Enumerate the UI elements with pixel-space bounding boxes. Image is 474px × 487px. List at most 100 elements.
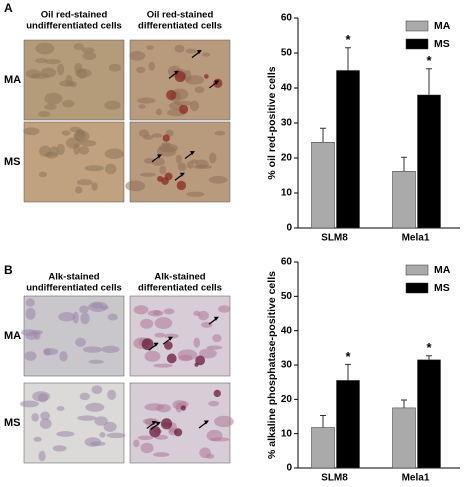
cell <box>158 143 178 153</box>
cell <box>34 331 41 340</box>
cell <box>62 99 75 108</box>
cell <box>185 75 204 85</box>
cell <box>185 48 197 54</box>
cell <box>199 348 217 359</box>
cell <box>107 389 117 400</box>
cell <box>79 305 89 314</box>
x-tick-label: SLM8 <box>321 473 348 484</box>
cell <box>37 393 49 403</box>
error-bar <box>320 127 326 143</box>
x-tick-label: Mela1 <box>402 233 430 244</box>
cell <box>125 180 146 192</box>
legend-label: MA <box>434 20 451 32</box>
stain <box>160 418 173 430</box>
cell <box>76 179 93 186</box>
cell <box>39 418 52 429</box>
stain <box>204 74 209 79</box>
cell <box>74 130 86 141</box>
stain <box>176 180 187 191</box>
cell <box>84 165 104 172</box>
arrow-head <box>213 316 219 321</box>
cell <box>140 318 154 329</box>
cell <box>40 411 51 421</box>
cell <box>193 337 201 348</box>
error-bar <box>320 414 326 428</box>
cell <box>38 171 48 178</box>
cell <box>40 67 57 78</box>
cell <box>94 416 108 426</box>
cell <box>106 432 126 439</box>
cell <box>38 450 46 462</box>
y-tick-label: 10 <box>281 428 293 439</box>
y-axis-label: % oil red-positive cells <box>266 66 278 179</box>
y-tick-label: 40 <box>281 83 293 94</box>
cell <box>208 400 220 407</box>
cell <box>99 432 106 438</box>
cell <box>82 52 97 61</box>
bar <box>336 70 360 229</box>
cell <box>163 308 175 315</box>
cell <box>206 345 223 350</box>
row-label: MA <box>4 330 21 342</box>
stain <box>166 353 177 364</box>
cell <box>146 45 154 50</box>
y-tick-label: 30 <box>281 360 293 371</box>
y-axis-label: % alkaline phosphatase-positive cells <box>266 271 278 459</box>
image-caption: Oil red-stained <box>147 10 214 21</box>
cell <box>136 66 146 74</box>
cell <box>138 104 146 109</box>
arrow-head <box>156 154 162 159</box>
stain <box>162 134 170 142</box>
cell <box>152 452 170 457</box>
image-caption: Alk-stained <box>154 272 205 283</box>
cell <box>59 351 68 362</box>
cell <box>24 351 37 361</box>
cell <box>144 350 161 362</box>
arrow-head <box>153 342 159 347</box>
cell <box>108 63 122 72</box>
cell <box>104 163 117 175</box>
cell <box>133 439 140 448</box>
bar <box>392 407 416 469</box>
arrow-head <box>204 420 210 425</box>
cell <box>104 100 121 110</box>
cell <box>104 148 124 159</box>
legend-swatch <box>405 264 429 276</box>
cell <box>206 429 223 442</box>
cell <box>85 402 105 412</box>
significance-mark: * <box>345 349 351 364</box>
stain <box>166 89 177 101</box>
stain <box>141 338 154 351</box>
cell <box>194 86 205 94</box>
image-caption: Alk-stained <box>48 272 99 283</box>
cell <box>142 134 154 140</box>
cell <box>193 310 201 317</box>
micrograph <box>23 295 125 377</box>
bar <box>311 142 335 229</box>
cell <box>193 164 212 169</box>
cell <box>74 68 92 78</box>
cell <box>82 346 103 353</box>
cell <box>75 186 83 194</box>
cell <box>198 310 209 321</box>
panel-label: B <box>4 263 13 277</box>
cell <box>140 442 154 454</box>
cell <box>186 160 194 169</box>
cell <box>208 175 228 184</box>
cell <box>101 345 120 354</box>
cell <box>19 400 39 408</box>
cell <box>80 312 90 325</box>
cell <box>56 406 65 411</box>
arrow-head <box>173 70 179 75</box>
arrow-head <box>168 336 174 341</box>
image-caption: undifferentiated cells <box>26 21 122 32</box>
y-tick-label: 40 <box>281 325 293 336</box>
cell <box>136 97 156 104</box>
cell <box>38 111 51 117</box>
cell <box>44 92 63 105</box>
y-tick-label: 20 <box>281 153 293 164</box>
cell <box>31 413 39 422</box>
cell <box>73 43 85 51</box>
cell <box>152 309 161 316</box>
